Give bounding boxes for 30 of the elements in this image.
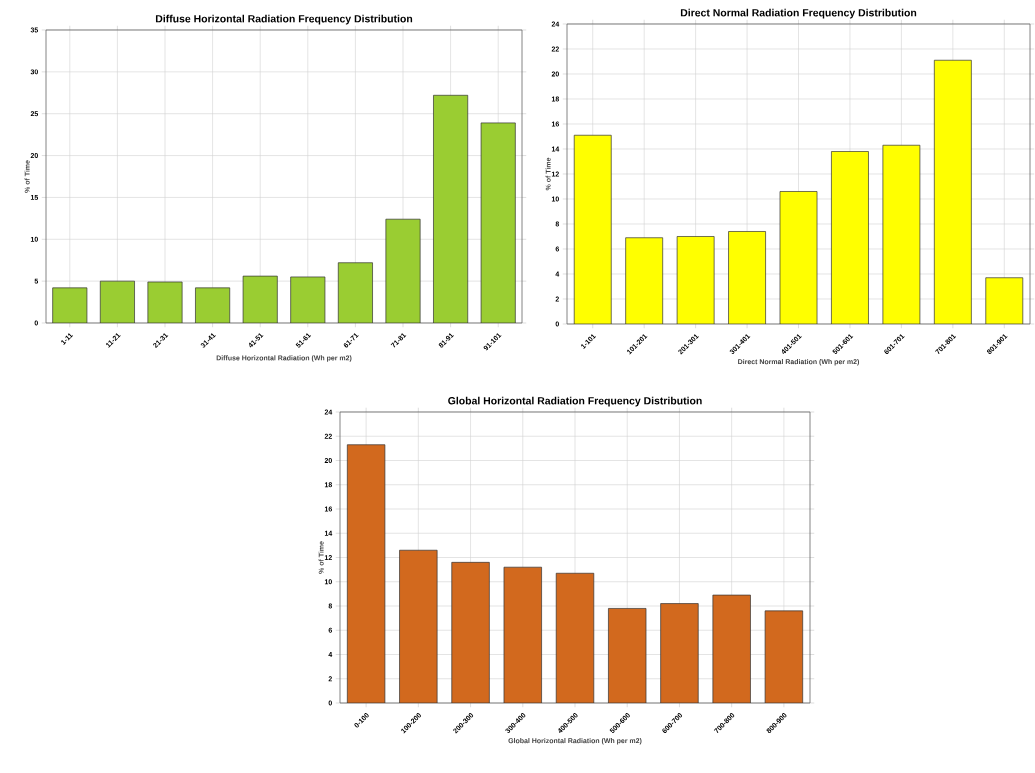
- chart-title: Global Horizontal Radiation Frequency Distribution: [448, 396, 702, 407]
- chart-title: Diffuse Horizontal Radiation Frequency Distribution: [155, 14, 413, 25]
- bar: [625, 237, 663, 324]
- bar: [764, 610, 804, 703]
- bar: [290, 276, 325, 323]
- bar: [347, 444, 385, 703]
- bar: [660, 603, 699, 703]
- bar: [385, 219, 421, 323]
- bar: [52, 287, 87, 323]
- bar: [338, 262, 373, 323]
- bar: [195, 287, 230, 323]
- bar: [243, 276, 278, 323]
- bar: [934, 60, 972, 324]
- bar: [882, 145, 920, 324]
- bar: [985, 277, 1024, 324]
- bar: [712, 595, 751, 703]
- bar: [503, 567, 542, 703]
- bar: [728, 231, 766, 324]
- bar: [608, 608, 647, 703]
- bar: [480, 122, 516, 323]
- bar: [556, 573, 594, 703]
- bar: [451, 562, 490, 703]
- bar: [100, 281, 135, 323]
- bar: [574, 135, 612, 324]
- bar: [779, 191, 818, 324]
- bar: [399, 550, 438, 703]
- bar: [433, 95, 468, 323]
- bar: [831, 151, 869, 324]
- bar: [677, 236, 715, 324]
- chart-title: Direct Normal Radiation Frequency Distribution: [680, 8, 917, 19]
